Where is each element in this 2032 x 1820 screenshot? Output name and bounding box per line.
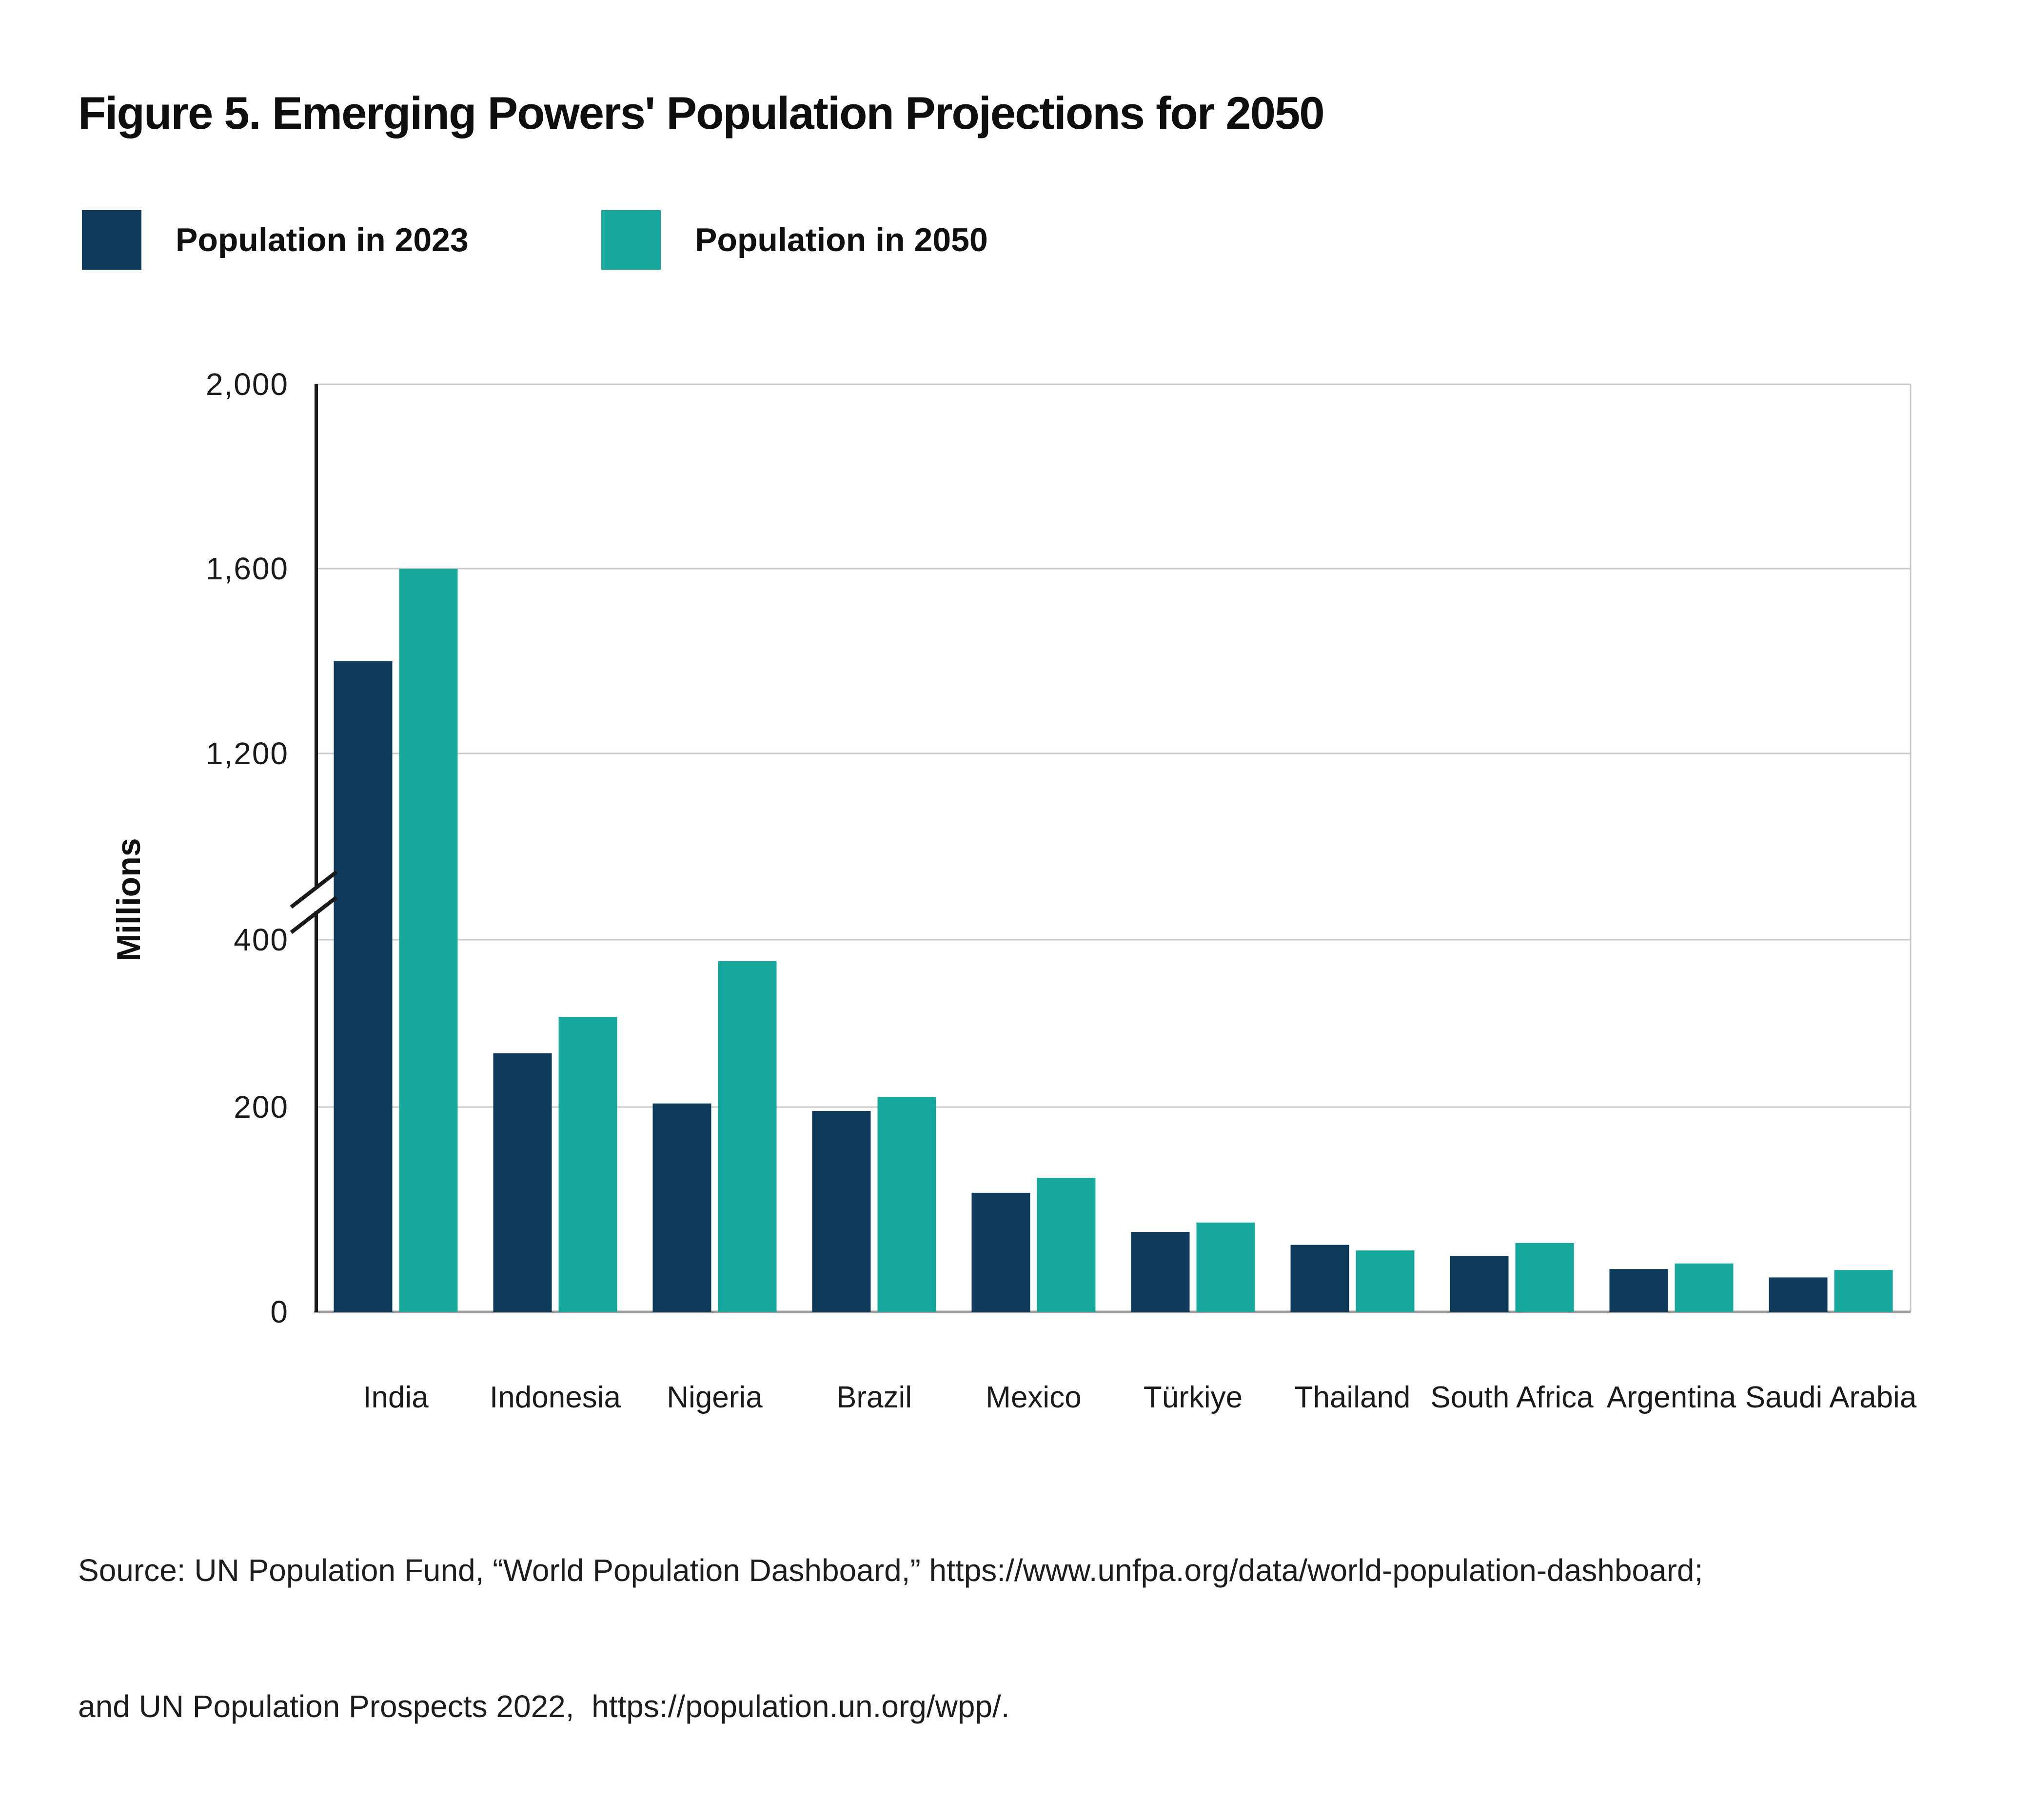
bar-India-2023 (334, 661, 393, 1312)
y-tick-label-400: 400 (234, 922, 289, 957)
legend-item-2050: Population in 2050 (601, 210, 988, 270)
bar-India-2050 (399, 569, 458, 1312)
y-tick-label-2,000: 2,000 (206, 367, 289, 402)
y-tick-label-1,600: 1,600 (206, 551, 289, 586)
legend-label-2050: Population in 2050 (695, 221, 988, 258)
legend-swatch-2050-icon (601, 210, 661, 270)
x-label-Mexico: Mexico (986, 1381, 1081, 1414)
bar-Thailand-2023 (1290, 1245, 1349, 1312)
figure-title: Figure 5. Emerging Powers' Population Pr… (78, 87, 1325, 138)
figure-page: Figure 5. Emerging Powers' Population Pr… (78, 87, 1917, 1724)
bar-South Africa-2050 (1515, 1243, 1574, 1312)
bar-Nigeria-2050 (718, 961, 777, 1312)
x-label-Indonesia: Indonesia (490, 1381, 621, 1414)
bar-South Africa-2023 (1450, 1256, 1509, 1312)
axis-break-slash-upper (290, 870, 338, 909)
bar-Indonesia-2023 (493, 1053, 552, 1312)
gridlines (314, 383, 1912, 1313)
x-label-South Africa: South Africa (1430, 1381, 1594, 1414)
y-tick-label-200: 200 (234, 1089, 289, 1125)
bar-Nigeria-2023 (652, 1103, 711, 1312)
x-label-India: India (363, 1381, 429, 1414)
x-label-Argentina: Argentina (1607, 1381, 1736, 1414)
bar-Brazil-2023 (812, 1110, 871, 1312)
y-axis-line-upper (315, 384, 318, 889)
bar-Argentina-2050 (1675, 1263, 1734, 1312)
bar-Türkiye-2023 (1131, 1231, 1190, 1312)
y-tick-labels: 0 200 400 1,200 1,600 2,000 (206, 367, 289, 1329)
bar-Türkiye-2050 (1196, 1222, 1255, 1312)
legend-item-2023: Population in 2023 (82, 210, 469, 270)
x-label-Brazil: Brazil (836, 1381, 912, 1414)
bar-Thailand-2050 (1356, 1250, 1415, 1312)
y-axis-title: Millions (110, 838, 147, 961)
source-line-2: and UN Population Prospects 2022, https:… (78, 1689, 1010, 1724)
x-category-labels: India Indonesia Nigeria Brazil Mexico Türkiye… (363, 1381, 1917, 1414)
y-tick-label-0: 0 (270, 1294, 289, 1329)
bar-Mexico-2023 (971, 1192, 1030, 1312)
y-tick-label-1,200: 1,200 (206, 736, 289, 771)
source-line-1: Source: UN Population Fund, “World Popul… (78, 1553, 1703, 1588)
y-axis-line-lower (315, 911, 318, 1312)
x-label-Türkiye: Türkiye (1144, 1381, 1243, 1414)
legend-label-2023: Population in 2023 (176, 221, 469, 258)
bar-Argentina-2023 (1609, 1269, 1668, 1312)
bars (334, 569, 1893, 1312)
x-label-Nigeria: Nigeria (667, 1381, 763, 1414)
bar-Brazil-2050 (877, 1097, 936, 1312)
bar-Mexico-2050 (1037, 1178, 1096, 1312)
x-label-Saudi Arabia: Saudi Arabia (1745, 1381, 1917, 1414)
y-axis (315, 384, 318, 1312)
legend-swatch-2023-icon (82, 210, 141, 270)
bar-Saudi Arabia-2023 (1769, 1277, 1828, 1312)
bar-Saudi Arabia-2050 (1834, 1270, 1893, 1312)
axis-break-icon (290, 870, 338, 934)
source-note: Source: UN Population Fund, “World Popul… (78, 1457, 1703, 1820)
population-bar-chart: 0 200 400 1,200 1,600 2,000 India Indonesia Nig… (110, 367, 1917, 1414)
x-label-Thailand: Thailand (1295, 1381, 1411, 1414)
axis-break-slash-lower (290, 895, 338, 934)
bar-Indonesia-2050 (558, 1017, 617, 1312)
